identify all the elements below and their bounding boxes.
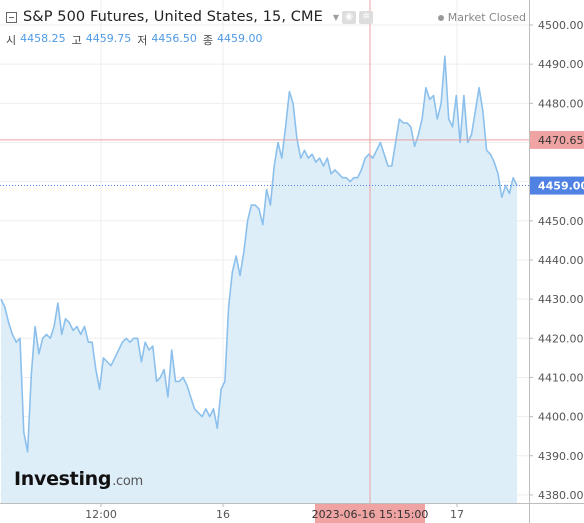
svg-text:4459.00: 4459.00 <box>538 180 584 193</box>
y-tick-label: 4390.00 <box>538 450 584 463</box>
open-value: 4458.25 <box>20 32 66 45</box>
high-key: 고 <box>71 34 82 47</box>
high-value: 4459.75 <box>85 32 132 45</box>
gear-icon[interactable]: ✲ <box>359 10 374 24</box>
price-line <box>0 55 518 453</box>
y-tick-label: 4490.00 <box>538 58 584 71</box>
investing-logo: Investing.com <box>14 468 143 490</box>
y-tick-label: 4500.00 <box>538 19 584 32</box>
y-tick-label: 4420.00 <box>538 332 584 345</box>
y-tick-label: 4480.00 <box>538 97 584 110</box>
y-tick-label: 4410.00 <box>538 371 584 384</box>
last-price-label: 4459.00 <box>530 176 584 195</box>
price-axis-ticks: 4380.00 4390.00 4400.00 4410.00 4420.00 4430.… <box>529 19 584 502</box>
x-tick-label: 17 <box>450 508 464 521</box>
open-key: 시 <box>6 34 17 47</box>
svg-text:2023-06-16 15:15:00: 2023-06-16 15:15:00 <box>312 508 429 521</box>
close-value: 4459.00 <box>217 32 263 45</box>
title-tools: ▼ ◉ ✲ <box>332 10 374 24</box>
eye-icon[interactable]: ◉ <box>342 10 357 24</box>
price-area-fill <box>1 56 517 504</box>
low-value: 4456.50 <box>151 32 197 45</box>
time-axis-ticks: 12:00 16 17 <box>85 503 464 521</box>
x-tick-label: 12:00 <box>85 508 117 521</box>
market-status-label: Market Closed <box>447 11 526 24</box>
low-key: 저 <box>137 34 148 47</box>
caret-down-icon[interactable]: ▼ <box>332 12 340 22</box>
y-tick-label: 4450.00 <box>538 215 584 228</box>
close-key: 종 <box>202 34 213 47</box>
minus-box-icon[interactable] <box>6 11 17 23</box>
logo-main: Investing <box>14 468 112 490</box>
svg-text:4470.65: 4470.65 <box>538 134 584 147</box>
status-dot-icon <box>437 14 444 21</box>
y-tick-label: 4440.00 <box>538 254 584 267</box>
crosshair-price-label: 4470.65 <box>530 130 584 149</box>
y-tick-label: 4400.00 <box>538 411 584 424</box>
x-tick-label: 16 <box>216 508 230 521</box>
chart-title: S&P 500 Futures, United States, 15, CME <box>23 9 323 25</box>
market-status: Market Closed <box>437 11 526 24</box>
y-tick-label: 4430.00 <box>538 293 584 306</box>
logo-suffix: .com <box>112 474 143 489</box>
chart-header: S&P 500 Futures, United States, 15, CME … <box>6 9 374 25</box>
crosshair-time-label: 2023-06-16 15:15:00 <box>312 504 429 523</box>
y-tick-label: 4380.00 <box>538 489 584 502</box>
ohlc-legend: 시 4458.25 고 4459.75 저 4456.50 종 4459.00 <box>6 32 265 48</box>
